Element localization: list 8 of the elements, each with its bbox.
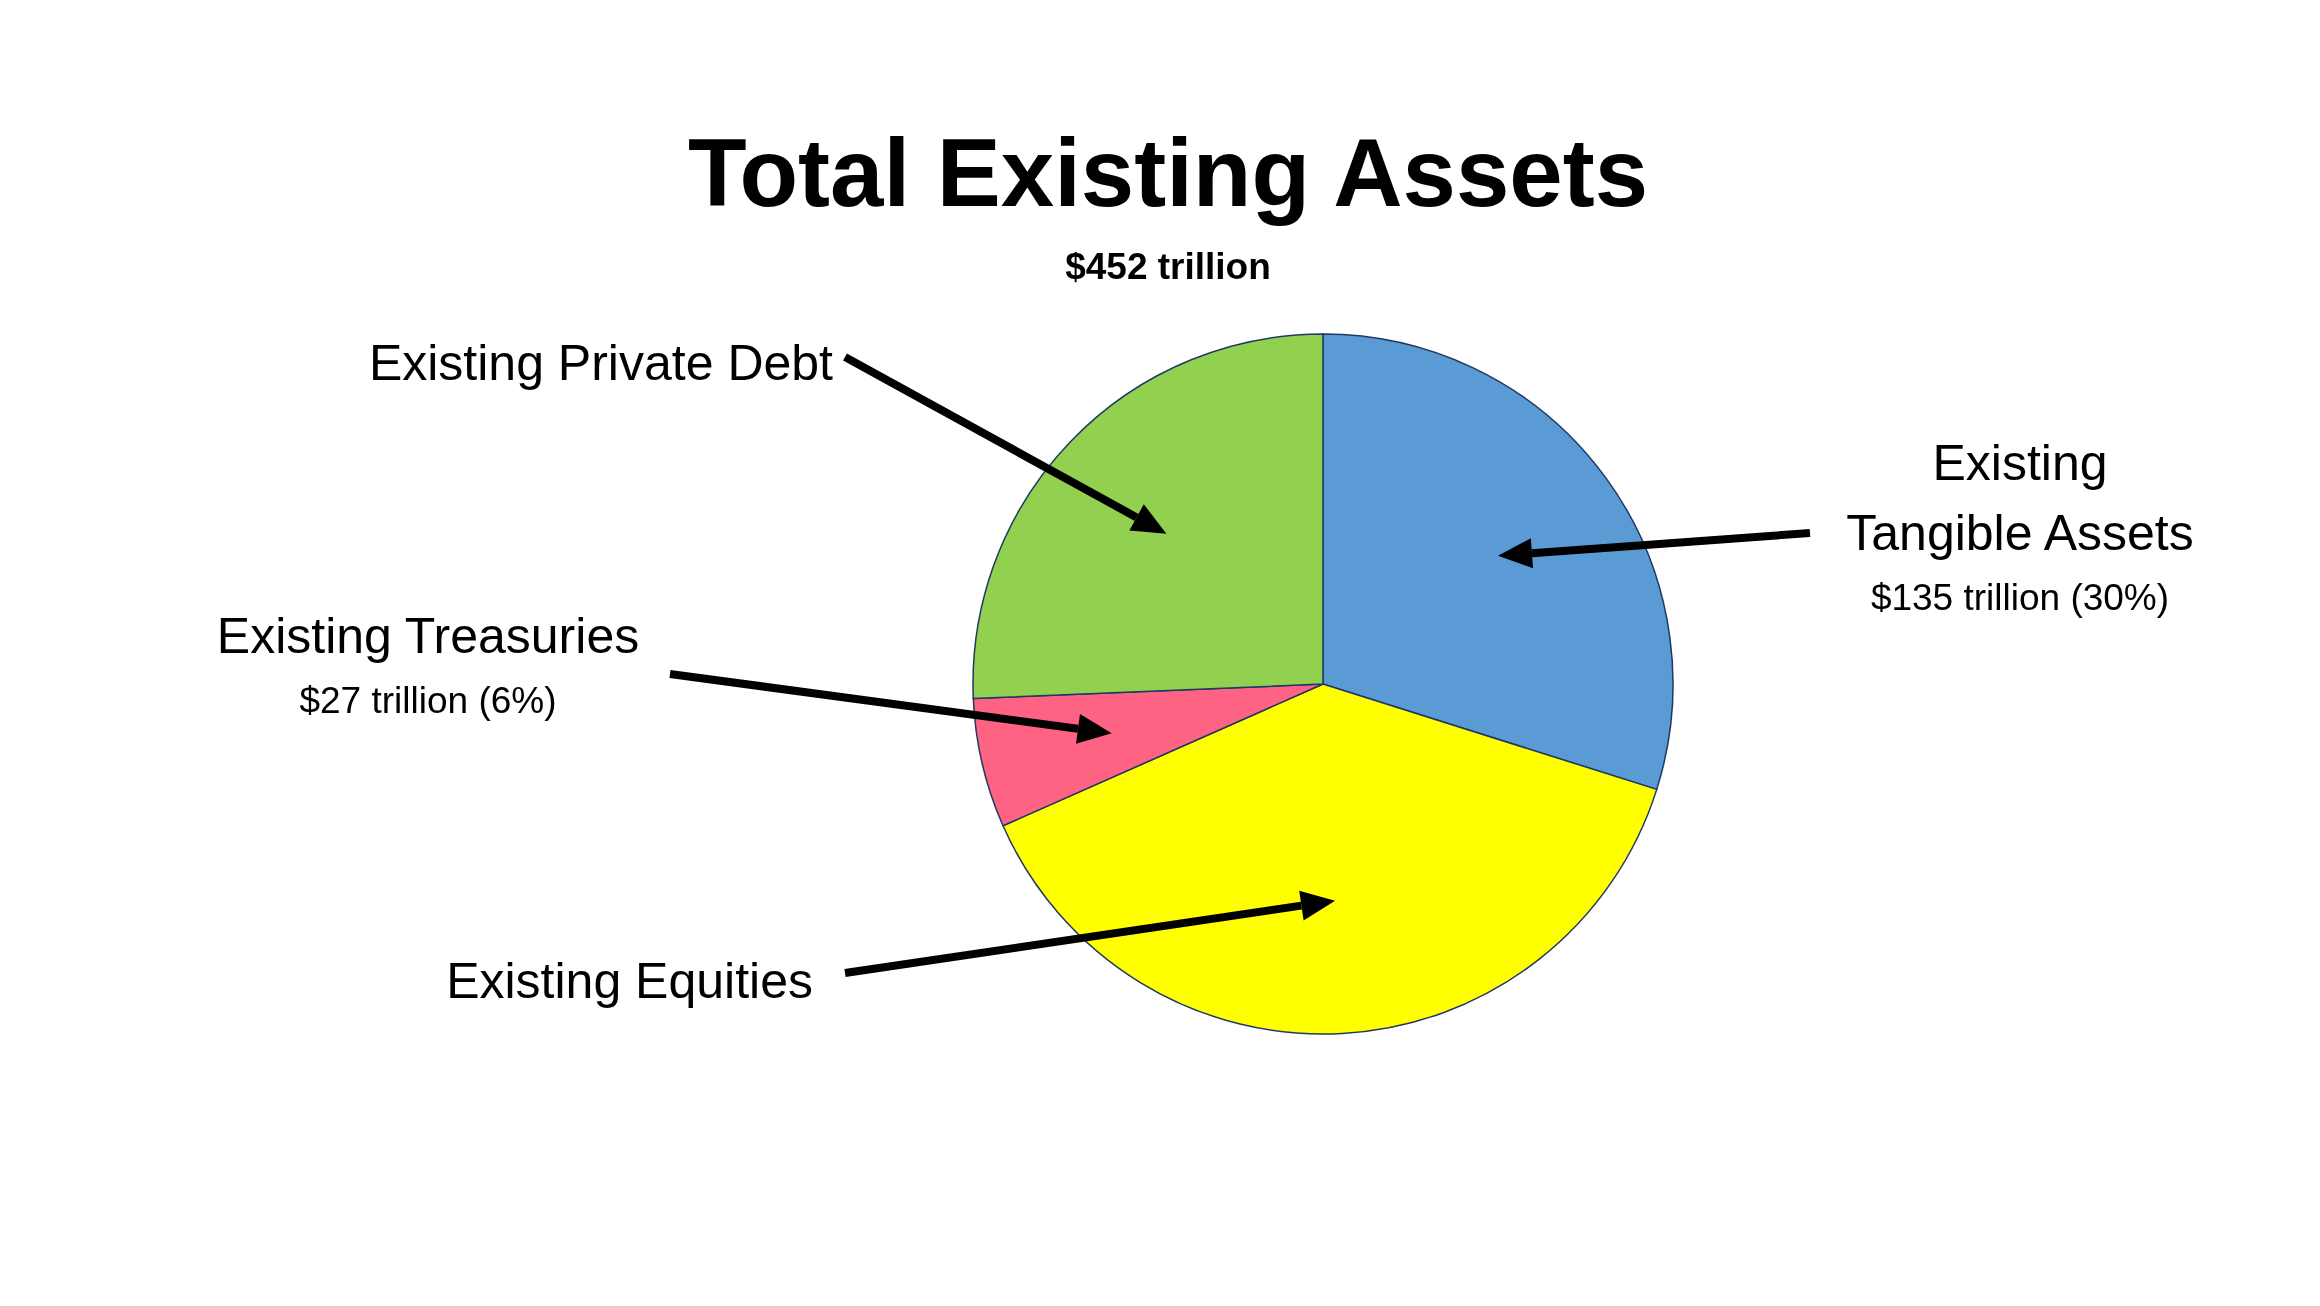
chart-subtitle: $452 trillion: [1064, 246, 1272, 288]
chart-title: Total Existing Assets: [686, 118, 1650, 228]
data-label: $135 trillion (30%): [1870, 577, 2170, 618]
slice-label: Existing Equities: [446, 953, 813, 1009]
slice-label: Existing Tangible Assets: [1846, 435, 2194, 561]
data-label: $27 trillion (6%): [299, 680, 557, 721]
slice-label: Existing Treasuries: [216, 608, 640, 664]
slice-label: Existing Private Debt: [368, 335, 834, 391]
